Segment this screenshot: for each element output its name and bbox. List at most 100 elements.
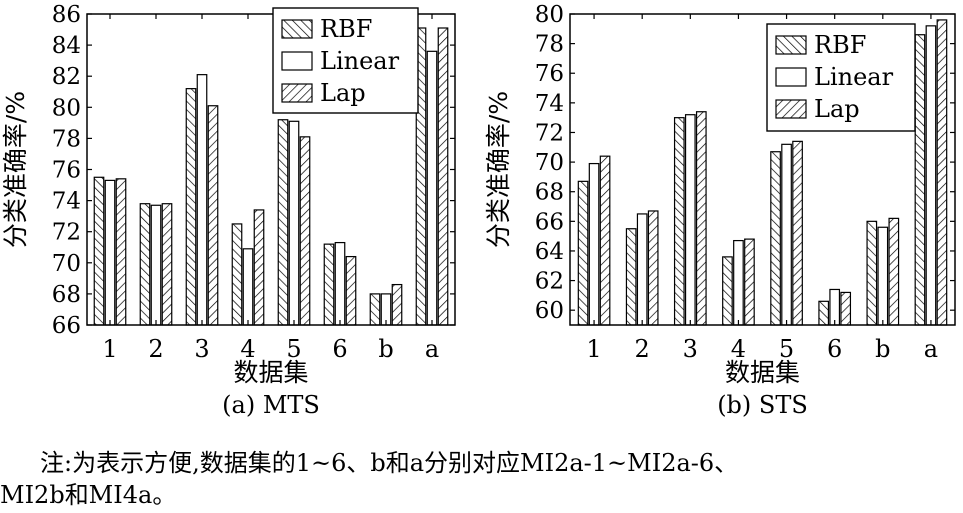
y-tick-label: 86 xyxy=(52,2,81,28)
chart-panel-mts: 66 68 70 72 74 76 78 80 82 84 86 1 2 3 4 5 6 b a 数据集 分类准确率/%… xyxy=(1,2,456,419)
bar-rbf-2 xyxy=(625,228,637,326)
y-tick-label: 72 xyxy=(535,120,564,146)
bar-linear-2 xyxy=(150,204,162,326)
bar-rbf-5 xyxy=(277,119,289,326)
bar-linear-6 xyxy=(829,288,841,326)
y-tick-label: 78 xyxy=(535,32,564,58)
bar-linear-2 xyxy=(636,213,648,326)
x-tick-label: a xyxy=(924,335,938,363)
x-tick-label: 2 xyxy=(148,335,163,363)
y-tick-label: 76 xyxy=(535,61,564,87)
bar-rbf-1 xyxy=(577,180,589,326)
y-tick-label: 78 xyxy=(52,126,81,152)
bar-rbf-3 xyxy=(673,117,685,326)
x-tick-label: 1 xyxy=(102,335,117,363)
bar-linear-1 xyxy=(588,162,600,326)
bar-lap-4 xyxy=(253,209,265,326)
x-tick-label: 1 xyxy=(586,335,601,363)
bar-rbf-b xyxy=(866,220,878,326)
bar-linear-5 xyxy=(781,143,792,326)
x-axis-label: 数据集 xyxy=(233,358,308,387)
y-tick-label: 66 xyxy=(52,313,81,339)
bar-rbf-5 xyxy=(770,151,781,326)
bar-lap-b xyxy=(391,283,403,326)
chart-panel-sts: 60 62 64 66 68 70 72 74 76 78 80 1 2 3 4 5 6 b a 数据集 分类准确率/%… xyxy=(484,2,956,419)
y-tick-label: 80 xyxy=(52,95,81,121)
bar-lap-6 xyxy=(345,255,357,326)
y-tick-label: 66 xyxy=(535,209,564,235)
y-tick-label: 64 xyxy=(535,239,564,265)
y-tick-label: 74 xyxy=(52,189,81,215)
legend-swatch-rbf xyxy=(281,19,313,39)
chart-caption: (a) MTS xyxy=(222,391,320,419)
bar-linear-4 xyxy=(733,239,744,326)
bar-lap-1 xyxy=(599,155,611,326)
y-tick-label: 62 xyxy=(535,269,564,295)
x-tick-label: 6 xyxy=(827,335,842,363)
bar-linear-6 xyxy=(334,241,346,326)
bar-lap-b xyxy=(888,217,900,326)
bar-linear-4 xyxy=(242,248,254,326)
x-tick-label: 5 xyxy=(286,335,301,363)
legend-label-linear: Linear xyxy=(814,63,894,91)
y-axis-label: 分类准确率/% xyxy=(1,91,30,248)
bar-linear-3 xyxy=(684,114,696,326)
bar-linear-a xyxy=(426,50,438,326)
legend-label-lap: Lap xyxy=(320,79,366,107)
bar-lap-2 xyxy=(647,210,659,326)
bar-rbf-b xyxy=(369,293,381,326)
x-tick-label: 6 xyxy=(332,335,347,363)
bar-linear-b xyxy=(877,226,889,326)
x-tick-label: b xyxy=(378,335,393,363)
y-axis-label: 分类准确率/% xyxy=(484,91,513,248)
x-tick-label: 3 xyxy=(683,335,698,363)
bar-lap-a xyxy=(437,27,449,326)
y-tick-label: 84 xyxy=(52,33,81,59)
y-tick-label: 76 xyxy=(52,158,81,184)
legend-label-rbf: RBF xyxy=(320,15,372,43)
legend-label-rbf: RBF xyxy=(814,31,866,59)
chart-caption: (b) STS xyxy=(717,391,808,419)
bar-lap-a xyxy=(936,19,948,326)
x-tick-label: 5 xyxy=(779,335,794,363)
figure-note-line-2: MI2b和MI4a。 xyxy=(0,481,177,509)
bar-lap-6 xyxy=(840,291,852,326)
legend-swatch-rbf xyxy=(775,35,807,55)
x-tick-label: 4 xyxy=(731,335,746,363)
y-tick-label: 82 xyxy=(52,64,81,90)
y-tick-label: 80 xyxy=(535,2,564,28)
legend-swatch-lap xyxy=(281,83,313,103)
figure-note-line-1: 注:为表示方便,数据集的1~6、b和a分别对应MI2a-1~MI2a-6、 xyxy=(40,449,739,477)
bar-linear-1 xyxy=(104,179,116,326)
bar-lap-5 xyxy=(792,140,803,326)
y-tick-label: 74 xyxy=(535,91,564,117)
bar-lap-2 xyxy=(161,203,173,326)
bar-lap-4 xyxy=(744,238,755,326)
x-axis-label: 数据集 xyxy=(725,358,800,387)
x-tick-label: 3 xyxy=(194,335,209,363)
legend-swatch-linear xyxy=(281,51,313,71)
bar-linear-5 xyxy=(288,120,300,326)
legend-swatch-lap xyxy=(775,99,807,119)
y-tick-label: 70 xyxy=(52,251,81,277)
x-tick-label: b xyxy=(875,335,890,363)
bar-lap-3 xyxy=(695,111,707,326)
bar-rbf-1 xyxy=(93,176,105,326)
y-tick-label: 68 xyxy=(535,180,564,206)
legend-label-lap: Lap xyxy=(814,95,860,123)
bar-rbf-6 xyxy=(323,243,335,326)
bar-rbf-6 xyxy=(818,300,830,326)
bar-rbf-3 xyxy=(185,88,197,326)
y-tick-label: 68 xyxy=(52,282,81,308)
x-tick-label: 4 xyxy=(240,335,255,363)
y-tick-label: 70 xyxy=(535,150,564,176)
bar-rbf-4 xyxy=(722,256,733,326)
bar-lap-3 xyxy=(207,105,219,326)
bar-rbf-4 xyxy=(231,223,243,326)
plot-frame xyxy=(569,13,956,326)
legend-label-linear: Linear xyxy=(320,47,400,75)
x-tick-label: 2 xyxy=(635,335,650,363)
bar-lap-5 xyxy=(299,136,311,326)
bar-rbf-a xyxy=(914,34,926,326)
